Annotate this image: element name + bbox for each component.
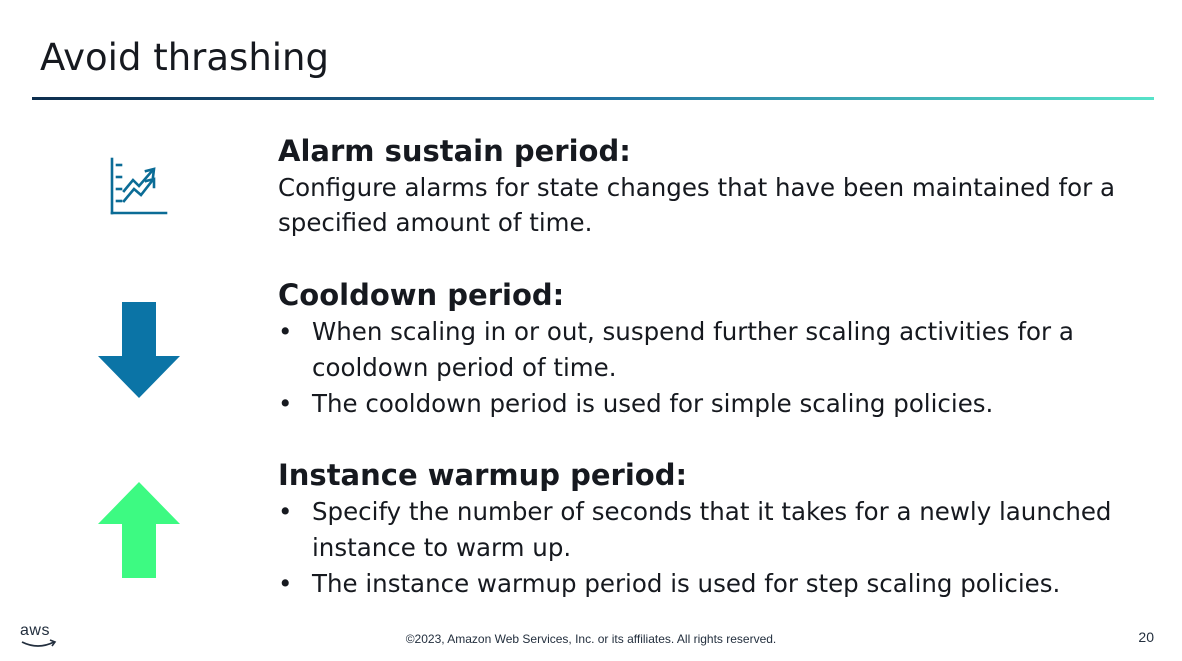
- aws-logo: aws: [20, 622, 60, 652]
- chart-trend-icon: [110, 157, 168, 215]
- aws-logo-text: aws: [20, 622, 50, 639]
- title-divider: [32, 97, 1154, 100]
- slide-title: Avoid thrashing: [40, 36, 329, 79]
- bullet-item: • When scaling in or out, suspend further…: [278, 317, 1074, 382]
- section-text: Configure alarms for state changes that …: [278, 173, 1115, 237]
- arrow-down-icon: [98, 302, 180, 398]
- bullet-item: • The cooldown period is used for simple …: [278, 389, 994, 418]
- arrow-up-icon: [98, 482, 180, 578]
- bullet-item: • Specify the number of seconds that it t…: [278, 497, 1112, 562]
- section-heading: Alarm sustain period:: [278, 134, 631, 168]
- section-instance-warmup: Instance warmup period: • Specify the num…: [278, 456, 1158, 602]
- bullet-list: • Specify the number of seconds that it t…: [278, 494, 1158, 602]
- bullet-list: • When scaling in or out, suspend further…: [278, 314, 1158, 422]
- copyright-text: ©2023, Amazon Web Services, Inc. or its …: [405, 632, 777, 646]
- section-cooldown: Cooldown period: • When scaling in or out…: [278, 276, 1158, 422]
- bullet-item: • The instance warmup period is used for …: [278, 569, 1061, 598]
- aws-smile-icon: [21, 639, 57, 647]
- section-heading: Cooldown period:: [278, 278, 565, 312]
- section-alarm-sustain: Alarm sustain period: Configure alarms f…: [278, 132, 1158, 240]
- page-number: 20: [1138, 629, 1154, 645]
- section-heading: Instance warmup period:: [278, 458, 688, 492]
